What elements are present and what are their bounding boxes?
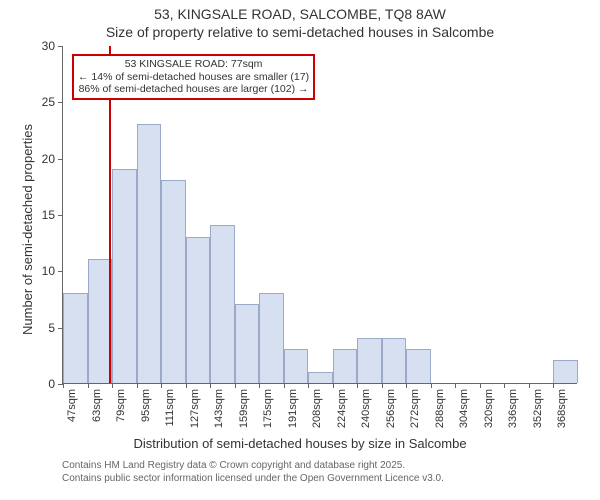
x-tick: [357, 383, 358, 388]
x-tick-label: 159sqm: [238, 389, 250, 428]
x-tick: [259, 383, 260, 388]
y-tick-label: 5: [48, 321, 63, 335]
callout-line2: ← 14% of semi-detached houses are smalle…: [78, 71, 309, 84]
attribution-line1: Contains HM Land Registry data © Crown c…: [62, 460, 444, 473]
x-tick-label: 256sqm: [385, 389, 397, 428]
x-tick: [284, 383, 285, 388]
x-tick: [333, 383, 334, 388]
x-tick-label: 79sqm: [115, 389, 127, 422]
histogram-bar: [284, 349, 309, 383]
x-tick: [504, 383, 505, 388]
callout-line3: 86% of semi-detached houses are larger (…: [78, 83, 309, 96]
x-tick-label: 111sqm: [164, 389, 176, 427]
x-tick: [406, 383, 407, 388]
histogram-bar: [210, 225, 235, 383]
x-tick: [455, 383, 456, 388]
chart-title-block: 53, KINGSALE ROAD, SALCOMBE, TQ8 8AW Siz…: [0, 6, 600, 41]
x-tick-label: 336sqm: [507, 389, 519, 428]
x-tick: [529, 383, 530, 388]
x-tick: [210, 383, 211, 388]
histogram-bar: [137, 124, 162, 383]
x-tick-label: 240sqm: [360, 389, 372, 428]
x-tick-label: 304sqm: [458, 389, 470, 428]
attribution-line2: Contains public sector information licen…: [62, 473, 444, 486]
x-tick: [186, 383, 187, 388]
x-tick: [308, 383, 309, 388]
x-tick-label: 143sqm: [213, 389, 225, 428]
x-tick: [431, 383, 432, 388]
chart-title-line2: Size of property relative to semi-detach…: [0, 24, 600, 42]
callout-box: 53 KINGSALE ROAD: 77sqm← 14% of semi-det…: [72, 54, 315, 100]
histogram-bar: [161, 180, 186, 383]
y-tick-label: 15: [42, 208, 63, 222]
x-tick: [480, 383, 481, 388]
y-axis-label: Number of semi-detached properties: [20, 124, 35, 335]
x-tick-label: 368sqm: [556, 389, 568, 428]
y-tick-label: 20: [42, 152, 63, 166]
histogram-bar: [382, 338, 407, 383]
histogram-bar: [333, 349, 358, 383]
histogram-bar: [235, 304, 260, 383]
x-tick-label: 288sqm: [434, 389, 446, 428]
x-tick: [63, 383, 64, 388]
x-tick-label: 320sqm: [483, 389, 495, 428]
x-tick-label: 208sqm: [311, 389, 323, 428]
histogram-bar: [357, 338, 382, 383]
x-tick-label: 175sqm: [262, 389, 274, 428]
x-tick-label: 352sqm: [532, 389, 544, 428]
x-tick-label: 191sqm: [287, 389, 299, 428]
x-tick: [88, 383, 89, 388]
x-tick: [235, 383, 236, 388]
x-tick-label: 63sqm: [91, 389, 103, 422]
x-tick-label: 127sqm: [189, 389, 201, 428]
x-tick-label: 95sqm: [140, 389, 152, 422]
x-axis-label: Distribution of semi-detached houses by …: [0, 436, 600, 451]
chart-title-line1: 53, KINGSALE ROAD, SALCOMBE, TQ8 8AW: [0, 6, 600, 24]
histogram-bar: [63, 293, 88, 383]
y-tick-label: 30: [42, 39, 63, 53]
attribution-text: Contains HM Land Registry data © Crown c…: [62, 460, 444, 485]
y-tick-label: 10: [42, 264, 63, 278]
callout-line1: 53 KINGSALE ROAD: 77sqm: [78, 58, 309, 71]
histogram-bar: [308, 372, 333, 383]
y-tick-label: 0: [48, 377, 63, 391]
x-tick: [137, 383, 138, 388]
x-tick-label: 272sqm: [409, 389, 421, 428]
x-tick: [382, 383, 383, 388]
x-tick: [161, 383, 162, 388]
histogram-bar: [186, 237, 211, 383]
y-tick-label: 25: [42, 95, 63, 109]
x-tick: [112, 383, 113, 388]
histogram-bar: [112, 169, 137, 383]
histogram-bar: [406, 349, 431, 383]
histogram-bar: [259, 293, 284, 383]
x-tick-label: 47sqm: [66, 389, 78, 422]
histogram-bar: [553, 360, 578, 383]
x-tick: [553, 383, 554, 388]
x-tick-label: 224sqm: [336, 389, 348, 428]
